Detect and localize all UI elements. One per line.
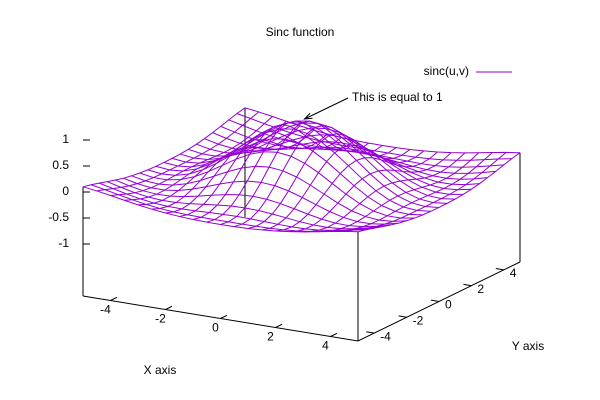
mesh-line <box>275 151 438 232</box>
x-tick <box>220 314 228 319</box>
mesh-line <box>123 177 399 225</box>
x-tick-label: -4 <box>100 303 111 317</box>
x-tick <box>275 323 283 328</box>
x-tick <box>330 332 338 337</box>
x-tick <box>110 296 118 301</box>
z-tick-label: -0.5 <box>48 210 69 224</box>
mesh-line <box>82 107 246 188</box>
mesh-line <box>99 182 375 231</box>
mesh-line <box>220 125 496 174</box>
x-tick <box>165 305 173 310</box>
mesh-line <box>155 128 431 212</box>
mesh-line <box>151 129 315 210</box>
z-tick-label: 0 <box>62 184 69 198</box>
y-tick <box>495 268 504 271</box>
y-tick-label: 0 <box>445 298 452 312</box>
annotation-arrow <box>304 97 349 120</box>
y-tick-label: -2 <box>413 313 424 327</box>
x-axis-label: X axis <box>144 363 177 377</box>
base-border <box>82 261 521 342</box>
mesh-line <box>163 122 440 208</box>
mesh-line <box>204 138 480 186</box>
mesh-line <box>212 132 488 180</box>
mesh-line <box>188 127 464 195</box>
mesh-line <box>107 181 383 230</box>
mesh-line <box>244 107 521 154</box>
y-tick <box>463 283 472 287</box>
z-tick-label: -1 <box>58 236 69 250</box>
x-tick-label: 4 <box>322 339 329 353</box>
mesh-line <box>115 179 391 228</box>
mesh-line <box>316 152 480 233</box>
y-tick <box>430 299 440 302</box>
y-axis-label: Y axis <box>512 339 544 353</box>
mesh-line <box>139 151 415 219</box>
x-tick-label: 0 <box>212 321 219 335</box>
y-tick <box>398 315 407 318</box>
x-tick-label: -2 <box>155 312 166 326</box>
y-tick-label: -4 <box>380 329 391 343</box>
mesh-line <box>228 119 504 168</box>
y-tick-label: 2 <box>477 282 484 296</box>
mesh-line <box>302 152 466 233</box>
z-tick-label: 1 <box>62 132 69 146</box>
x-tick-label: 2 <box>267 330 274 344</box>
mesh-line <box>147 138 423 216</box>
y-tick <box>366 331 375 334</box>
z-tick-label: 0.5 <box>52 158 69 172</box>
legend-label: sinc(u,v) <box>424 64 469 78</box>
mesh-line <box>171 120 448 204</box>
mesh-line <box>131 165 407 222</box>
annotation: This is equal to 1 <box>352 90 443 104</box>
y-tick-label: 4 <box>510 266 517 280</box>
mesh-line <box>90 184 367 232</box>
mesh-line <box>330 152 493 233</box>
chart-title: Sinc function <box>266 25 335 39</box>
arrow-head <box>303 112 313 120</box>
mesh-line <box>236 113 512 161</box>
mesh-line <box>180 122 456 200</box>
